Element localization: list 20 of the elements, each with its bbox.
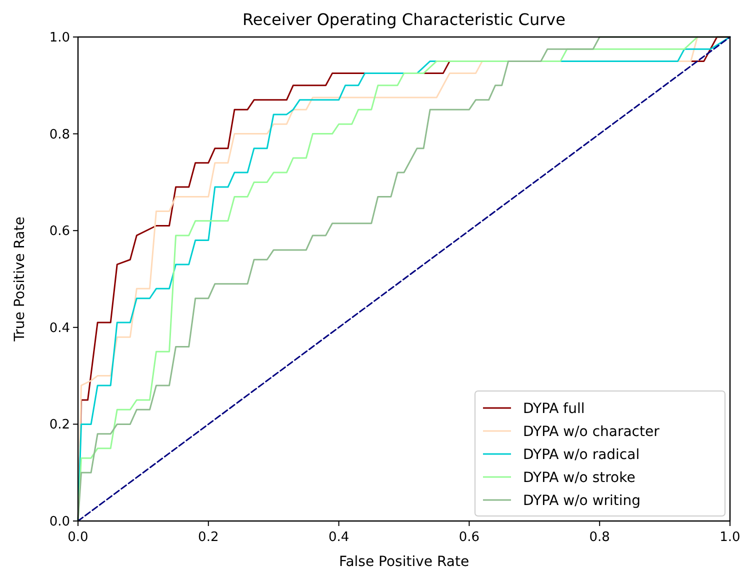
- x-tick-label: 1.0: [720, 530, 740, 545]
- y-tick-label: 1.0: [49, 30, 70, 46]
- x-tick-label: 0.6: [458, 530, 480, 545]
- x-tick-label: 0.8: [589, 530, 610, 545]
- y-tick-label: 0.4: [49, 320, 70, 336]
- y-tick-label: 0.2: [49, 418, 70, 433]
- x-axis-title: False Positive Rate: [338, 554, 470, 570]
- legend-label: DYPA full: [523, 401, 585, 417]
- x-tick-label: 0.4: [328, 530, 350, 545]
- x-tick-label: 0.0: [68, 530, 88, 545]
- legend-label: DYPA w/o writing: [523, 493, 641, 509]
- chart-title: Receiver Operating Characteristic Curve: [242, 10, 566, 29]
- y-tick-label: 0.8: [49, 127, 70, 142]
- legend-label: DYPA w/o radical: [523, 447, 640, 463]
- legend-label: DYPA w/o stroke: [523, 470, 636, 486]
- y-tick-label: 0.6: [49, 224, 70, 240]
- legend-label: DYPA w/o character: [523, 424, 660, 440]
- y-tick-label: 0.0: [49, 514, 70, 530]
- y-axis-title: True Positive Rate: [12, 216, 28, 342]
- x-tick-label: 0.2: [198, 530, 219, 545]
